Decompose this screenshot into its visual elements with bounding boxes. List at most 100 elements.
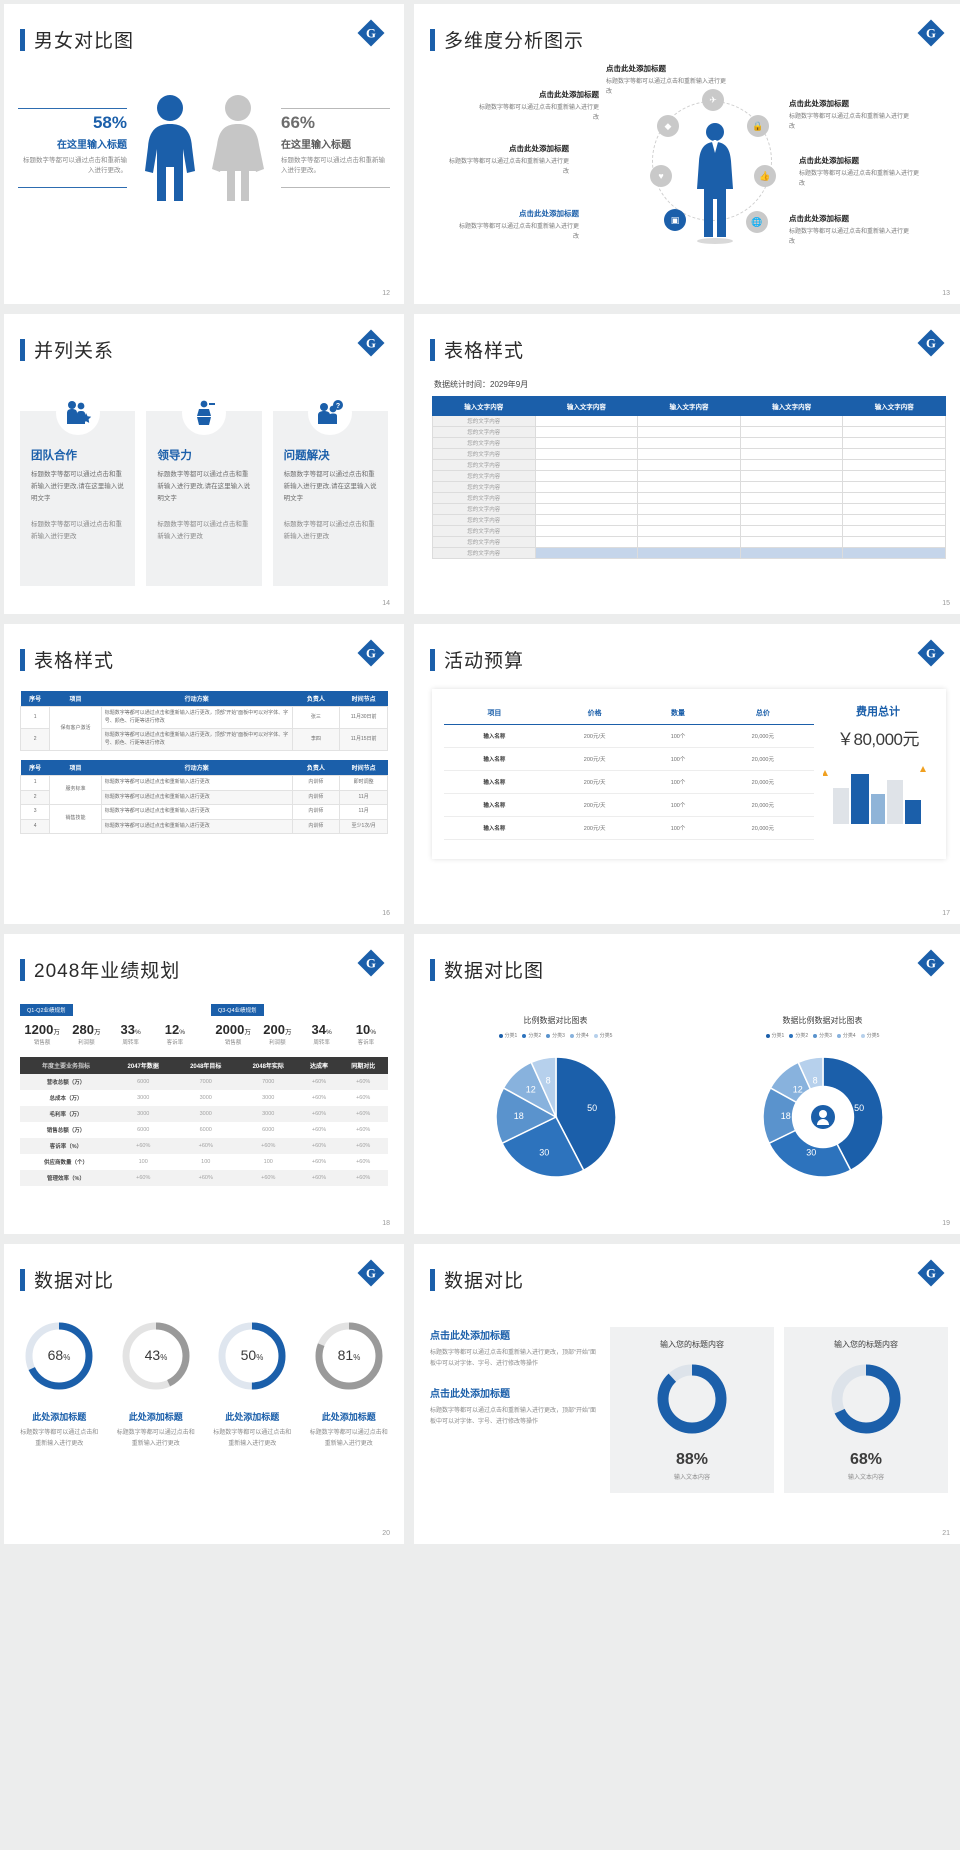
table-row[interactable]: 您的文字内容	[432, 503, 946, 515]
lock-icon[interactable]: 🔒	[747, 115, 769, 137]
table-row[interactable]: 输入名称 200元/天 100个 20,000元	[444, 816, 814, 840]
table-row[interactable]: 1 保有客户激活 标题数字等都可以通过点击和重新输入进行更改，顶部“开始”面板中可以…	[19, 706, 388, 751]
table-row[interactable]: 您的文字内容	[432, 492, 946, 504]
table-row[interactable]: 您的文字内容	[432, 415, 946, 427]
table-row[interactable]: 您的文字内容	[432, 448, 946, 460]
metric-panel-2[interactable]: 输入您的标题内容 68% 输入文本内容	[784, 1327, 948, 1493]
table-cell[interactable]	[637, 459, 741, 471]
table-row[interactable]: 营收总额（万） 6000 7000 7000 +60% +60%	[20, 1074, 388, 1090]
slide-16[interactable]: 表格样式 G 序号 项目 行动方案 负责人 时间节点 1 保有客户激活 标题数字等都可以通过…	[4, 624, 404, 924]
card-problem-solving[interactable]: ? 问题解决 标题数字等都可以通过点击和重新输入进行更改,请在这里输入说明文字 …	[272, 391, 388, 586]
slide-13[interactable]: 多维度分析图示 G 点击此处添加标题 标题数字等都可以通过点击和重新输入进行更改…	[414, 4, 960, 304]
table-row[interactable]: 您的文字内容	[432, 547, 946, 559]
table-cell[interactable]	[842, 525, 946, 537]
table-cell[interactable]	[842, 492, 946, 504]
table-cell[interactable]	[739, 448, 844, 460]
table-cell[interactable]	[534, 536, 639, 548]
table-cell[interactable]	[637, 547, 741, 559]
table-row[interactable]: 您的文字内容	[432, 514, 946, 526]
table-cell[interactable]	[739, 514, 844, 526]
ring-gauge-item[interactable]: 50% 此处添加标题 标题数字等都可以通过点击和重新输入进行更改	[207, 1319, 298, 1450]
slide-15[interactable]: 表格样式 G 数据统计时间：2029年9月 输入文字内容 输入文字内容 输入文字内容…	[414, 314, 960, 614]
table-row[interactable]: 4 标题数字等都可以通过点击和重新输入进行更改 内训师 至少1次/月	[19, 818, 388, 834]
table-row[interactable]: 您的文字内容	[432, 536, 946, 548]
table-cell[interactable]	[637, 503, 741, 515]
table-cell[interactable]	[534, 448, 639, 460]
business-metrics-table[interactable]: 年度主要业务指标 2047年数据 2048年目标 2048年实际 达成率 同期对比 营收总…	[20, 1057, 388, 1186]
table-row[interactable]: 您的文字内容	[432, 525, 946, 537]
table-cell[interactable]	[637, 514, 741, 526]
slide-17[interactable]: 活动预算 G 项目 价格 数量 总价 输入名称 200元/天 100个 20,000元 输入名…	[414, 624, 960, 924]
table-cell[interactable]	[534, 426, 639, 438]
briefcase-icon[interactable]: ▣	[664, 209, 686, 231]
slide-18[interactable]: 2048年业绩规划 G Q1-Q2业绩规划 1200万 销售额 280万 利润额 33%…	[4, 934, 404, 1234]
table-row[interactable]: 2 标题数字等都可以通过点击和重新输入进行更改，顶部“开始”面板中可以对字体、字号…	[19, 728, 388, 751]
table-cell[interactable]	[637, 525, 741, 537]
table-row[interactable]: 输入名称 200元/天 100个 20,000元	[444, 793, 814, 817]
slide-14[interactable]: 并列关系 G 团队合作 标题数字等都可以通过点击和重新输入进行更改,请在这里输入…	[4, 314, 404, 614]
slide-20[interactable]: 数据对比 G 68% 此处添加标题 标题数字等都可以通过点击和重新输入进行更改 …	[4, 1244, 404, 1544]
table-cell[interactable]	[739, 536, 844, 548]
table-cell[interactable]	[534, 492, 639, 504]
globe-icon[interactable]: 🌐	[746, 211, 768, 233]
table-cell[interactable]	[739, 525, 844, 537]
table-row[interactable]: 您的文字内容	[432, 437, 946, 449]
budget-panel[interactable]: 项目 价格 数量 总价 输入名称 200元/天 100个 20,000元 输入名称 200元/天…	[432, 689, 946, 859]
table-row[interactable]: 您的文字内容	[432, 426, 946, 438]
table-cell[interactable]	[534, 525, 639, 537]
table-cell[interactable]	[637, 481, 741, 493]
action-table-a[interactable]: 序号 项目 行动方案 负责人 时间节点 1 保有客户激活 标题数字等都可以通过点击和重新输入…	[19, 691, 388, 751]
thumbs-up-icon[interactable]: 👍	[754, 165, 776, 187]
table-cell[interactable]	[842, 415, 946, 427]
table-cell[interactable]	[534, 481, 639, 493]
table-row[interactable]: 您的文字内容	[432, 459, 946, 471]
table-cell[interactable]	[637, 437, 741, 449]
heart-icon[interactable]: ♥	[650, 165, 672, 187]
table-cell[interactable]	[637, 448, 741, 460]
table-row[interactable]: 您的文字内容	[432, 470, 946, 482]
table-cell[interactable]	[739, 437, 844, 449]
table-cell[interactable]	[842, 448, 946, 460]
table-row[interactable]: 总成本（万） 3000 3000 3000 +60% +60%	[20, 1090, 388, 1106]
table-cell[interactable]	[739, 470, 844, 482]
slide-12[interactable]: 男女对比图 G 58% 在这里输入标题 标题数字等都可以通过点击和重新输入进行更…	[4, 4, 404, 304]
ring-gauge-item[interactable]: 68% 此处添加标题 标题数字等都可以通过点击和重新输入进行更改	[14, 1319, 105, 1450]
slide-19[interactable]: 数据对比图 G 比例数据对比图表 分类1 分类2 分类3 分类4 分类5 50 30 18 1…	[414, 934, 960, 1234]
table-cell[interactable]	[842, 481, 946, 493]
action-table-b[interactable]: 序号 项目 行动方案 负责人 时间节点 1 服务标准 标题数字等都可以通过点击和重新输入进行…	[19, 760, 388, 834]
table-cell[interactable]	[842, 426, 946, 438]
table-cell[interactable]	[842, 514, 946, 526]
slide-21[interactable]: 数据对比 G 点击此处添加标题 标题数字等都可以通过点击和重新输入进行更改，顶部…	[414, 1244, 960, 1544]
budget-table[interactable]: 项目 价格 数量 总价 输入名称 200元/天 100个 20,000元 输入名称 200元/天…	[444, 703, 814, 840]
table-row[interactable]: 供应商数量（个） 100 100 100 +60% +60%	[20, 1154, 388, 1170]
table-cell[interactable]	[637, 492, 741, 504]
table-cell[interactable]	[534, 514, 639, 526]
table-row[interactable]: 销售总额（万） 6000 6000 6000 +60% +60%	[20, 1122, 388, 1138]
table-cell[interactable]	[534, 547, 639, 559]
table-cell[interactable]	[637, 470, 741, 482]
table-cell[interactable]	[637, 536, 741, 548]
table-row[interactable]: 3 销售技能 标题数字等都可以通过点击和重新输入进行更改 内训师 11月	[19, 804, 388, 834]
table-cell[interactable]	[739, 426, 844, 438]
diamond-icon[interactable]: ◆	[657, 115, 679, 137]
table-row[interactable]: 输入名称 200元/天 100个 20,000元	[444, 724, 814, 748]
table-cell[interactable]	[739, 492, 844, 504]
table-cell[interactable]	[842, 470, 946, 482]
table-row[interactable]: 1 服务标准 标题数字等都可以通过点击和重新输入进行更改 内训师 即时调整	[19, 775, 388, 805]
table-cell[interactable]	[739, 459, 844, 471]
table-cell[interactable]	[534, 503, 639, 515]
table-cell[interactable]	[637, 426, 741, 438]
table-row[interactable]: 客诉率（%） +60% +60% +60% +60% +60%	[20, 1138, 388, 1154]
table-row[interactable]: 管理效率（%） +60% +60% +60% +60% +60%	[20, 1170, 388, 1186]
pie-chart-right[interactable]: 数据比例数据对比图表 分类1 分类2 分类3 分类4 分类5 50 30 18 12 8	[689, 1015, 956, 1200]
table-cell[interactable]	[842, 503, 946, 515]
card-leadership[interactable]: 领导力 标题数字等都可以通过点击和重新输入进行更改,请在这里输入说明文字 标题数…	[146, 391, 262, 586]
table-row[interactable]: 输入名称 200元/天 100个 20,000元	[444, 770, 814, 794]
card-teamwork[interactable]: 团队合作 标题数字等都可以通过点击和重新输入进行更改,请在这里输入说明文字 标题…	[20, 391, 136, 586]
table-cell[interactable]	[842, 536, 946, 548]
data-table[interactable]: 输入文字内容 输入文字内容 输入文字内容 输入文字内容 输入文字内容 您的文字内容 您的文…	[432, 396, 946, 559]
table-cell[interactable]	[739, 503, 844, 515]
table-cell[interactable]	[534, 470, 639, 482]
table-cell[interactable]	[534, 415, 639, 427]
table-cell[interactable]	[842, 459, 946, 471]
